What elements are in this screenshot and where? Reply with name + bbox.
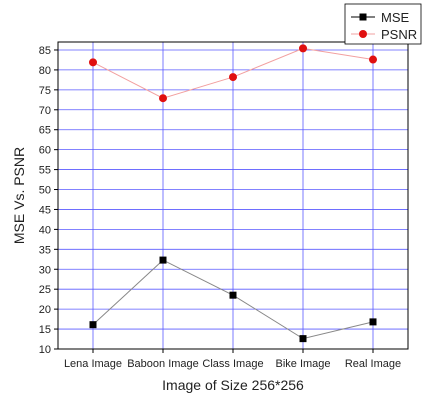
y-tick-label: 55 — [39, 165, 51, 177]
grid-lines — [58, 42, 408, 350]
y-tick-label: 10 — [39, 344, 51, 356]
mse-point — [89, 321, 97, 329]
y-tick-label: 85 — [39, 45, 51, 57]
psnr-point — [299, 44, 307, 53]
x-tick-label: Bike Image — [275, 358, 330, 370]
legend-marker — [359, 30, 367, 38]
y-axis-title: MSE Vs. PSNR — [11, 147, 27, 244]
psnr-point — [229, 73, 237, 82]
y-tick-label: 80 — [39, 65, 51, 77]
mse-point — [159, 256, 167, 264]
series-psnr — [89, 44, 377, 103]
series-mse — [89, 256, 377, 343]
y-tick-label: 20 — [39, 304, 51, 316]
x-tick-label: Lena Image — [64, 358, 122, 370]
legend: MSE PSNR — [344, 3, 422, 45]
x-axis-title: Image of Size 256*256 — [162, 377, 304, 393]
y-tick-label: 25 — [39, 284, 51, 296]
y-tick-label: 40 — [39, 224, 51, 236]
y-tick-label: 60 — [39, 145, 51, 157]
x-tick-label: Baboon Image — [127, 358, 199, 370]
y-tick-label: 50 — [39, 185, 51, 197]
legend-item-mse: MSE — [351, 10, 410, 25]
legend-label: PSNR — [381, 27, 417, 42]
y-tick-label: 75 — [39, 85, 51, 97]
legend-item-psnr: PSNR — [351, 27, 417, 42]
x-tick-label: Real Image — [345, 358, 401, 370]
psnr-point — [159, 94, 167, 103]
legend-box — [344, 3, 422, 45]
mse-point — [229, 291, 237, 299]
mse-point — [299, 335, 307, 343]
legend-label: MSE — [381, 10, 410, 25]
y-tick-label: 65 — [39, 125, 51, 137]
series-layer — [89, 44, 377, 343]
x-tick-label: Class Image — [202, 358, 263, 370]
y-tick-label: 35 — [39, 244, 51, 256]
y-tick-label: 70 — [39, 105, 51, 117]
y-tick-label: 30 — [39, 264, 51, 276]
legend-marker — [359, 13, 367, 21]
y-tick-label: 45 — [39, 204, 51, 216]
psnr-point — [89, 58, 97, 67]
y-tick-label: 15 — [39, 324, 51, 336]
psnr-point — [369, 55, 377, 64]
mse-point — [369, 318, 377, 326]
axis-ticks: 10 15 20 25 30 35 40 45 50 55 60 65 70 75 80 85 Lena Ima… — [39, 45, 401, 370]
